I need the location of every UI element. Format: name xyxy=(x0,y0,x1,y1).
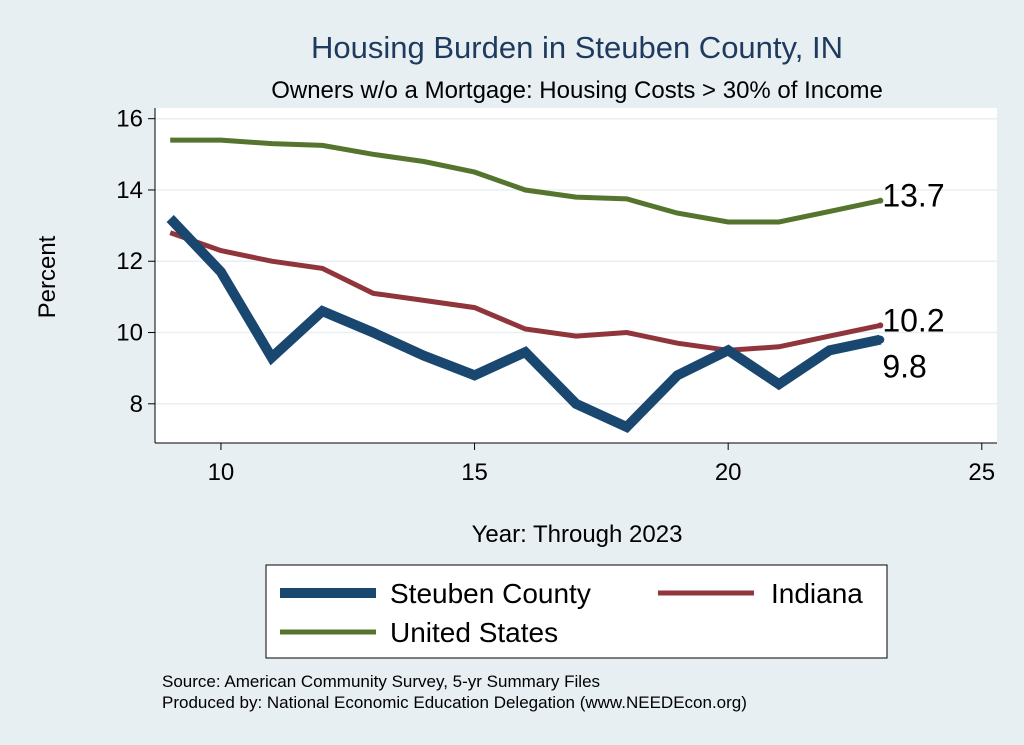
y-tick-label: 12 xyxy=(116,248,143,275)
axes: 8 10 12 14 16 10 15 20 25 xyxy=(116,106,997,486)
series-layer xyxy=(166,137,885,434)
series-line-indiana xyxy=(169,230,881,353)
y-tick-label: 16 xyxy=(116,106,143,133)
legend-label-steuben: Steuben County xyxy=(390,578,591,609)
end-label-indiana: 10.2 xyxy=(882,302,944,338)
producer-note: Produced by: National Economic Education… xyxy=(162,693,747,712)
x-tick-label: 20 xyxy=(715,459,742,486)
x-axis-title: Year: Through 2023 xyxy=(472,521,683,548)
end-label-steuben: 9.8 xyxy=(882,349,926,385)
series-end-point xyxy=(876,335,885,344)
x-tick-label: 10 xyxy=(208,459,235,486)
x-tick-label: 25 xyxy=(968,459,995,486)
plot-area xyxy=(155,108,997,443)
y-tick-label: 8 xyxy=(130,391,143,418)
series-end-point xyxy=(877,197,884,204)
series-line-steuben xyxy=(166,215,882,434)
chart-subtitle: Owners w/o a Mortgage: Housing Costs > 3… xyxy=(271,77,883,104)
source-note: Source: American Community Survey, 5-yr … xyxy=(162,672,600,691)
y-tick-label: 10 xyxy=(116,320,143,347)
y-tick-label: 14 xyxy=(116,177,143,204)
legend-label-us: United States xyxy=(390,617,558,648)
end-label-us: 13.7 xyxy=(882,178,944,214)
x-tick-label: 15 xyxy=(461,459,488,486)
series-line-us xyxy=(170,137,881,225)
end-labels: 9.8 10.2 13.7 xyxy=(882,178,944,385)
series-end-point xyxy=(877,322,884,329)
legend: Steuben County Indiana United States xyxy=(265,564,888,659)
chart-title: Housing Burden in Steuben County, IN xyxy=(311,30,843,65)
legend-label-indiana: Indiana xyxy=(771,578,863,609)
legend-box xyxy=(265,564,888,659)
y-axis-title: Percent xyxy=(34,235,61,318)
